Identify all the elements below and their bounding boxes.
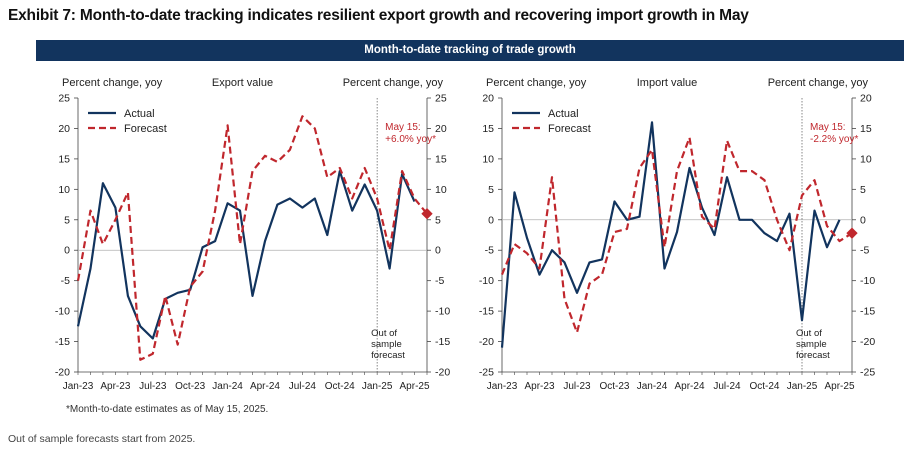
legend-actual-label: Actual <box>124 108 155 120</box>
x-tick-label: Oct-24 <box>325 381 355 392</box>
y-tick-label-right: 10 <box>435 184 447 196</box>
y-tick-label-right: 20 <box>435 123 447 135</box>
forecast-line <box>76 115 428 361</box>
y-tick-label-left: -5 <box>61 275 70 287</box>
y-tick-label-right: -5 <box>860 245 869 257</box>
x-tick-label: Jan-24 <box>637 381 668 392</box>
y-tick-label-right: 20 <box>860 93 872 105</box>
source-note: Out of sample forecasts start from 2025. <box>8 433 196 445</box>
y-tick-label-left: 5 <box>488 184 494 196</box>
x-tick-label: Oct-23 <box>175 381 205 392</box>
y-tick-label-right: 0 <box>435 245 441 257</box>
y-tick-label-left: -10 <box>55 306 70 318</box>
y-tick-label-left: 15 <box>482 123 494 135</box>
legend-forecast-label: Forecast <box>124 123 167 135</box>
y-axis-title-right: Percent change, yoy <box>343 77 444 89</box>
y-tick-label-right: 15 <box>860 123 872 135</box>
panel-title: Export value <box>212 77 273 89</box>
y-tick-label-left: -15 <box>479 306 494 318</box>
y-tick-label-right: 10 <box>860 153 872 165</box>
chart-panel-1: -20 -20 -15 -15 -10 -10 -5 -5 0 0 5 5 10 10 15 15 20 20 25… <box>55 77 451 392</box>
y-tick-label-right: -15 <box>860 306 875 318</box>
chart-banner: Month-to-date tracking of trade growth <box>36 40 904 61</box>
x-tick-label: Jul-23 <box>563 381 591 392</box>
y-tick-label-right: -5 <box>435 275 444 287</box>
y-tick-label-right: -10 <box>435 306 450 318</box>
x-tick-label: Jul-23 <box>139 381 167 392</box>
x-tick-label: Oct-23 <box>599 381 629 392</box>
x-tick-label: Jan-23 <box>487 381 518 392</box>
x-tick-label: Jan-24 <box>212 381 243 392</box>
exhibit-title: Exhibit 7: Month-to-date tracking indica… <box>8 7 749 24</box>
y-tick-label-left: 15 <box>58 153 70 165</box>
latest-estimate-marker <box>846 227 858 239</box>
actual-line <box>76 170 416 340</box>
y-tick-label-right: 15 <box>435 153 447 165</box>
x-tick-label: Jul-24 <box>713 381 741 392</box>
y-axis-title-right: Percent change, yoy <box>768 77 869 89</box>
y-tick-label-right: -15 <box>435 336 450 348</box>
y-tick-label-right: -20 <box>435 367 450 379</box>
y-axis-title-left: Percent change, yoy <box>62 77 163 89</box>
x-tick-label: Jan-25 <box>362 381 393 392</box>
legend-forecast-label: Forecast <box>548 123 591 135</box>
y-tick-label-left: -20 <box>479 336 494 348</box>
y-tick-label-left: -5 <box>485 245 494 257</box>
x-tick-label: Jan-23 <box>63 381 94 392</box>
y-tick-label-left: 5 <box>64 214 70 226</box>
actual-line <box>500 121 841 348</box>
chart-panel-2: -25 -25 -20 -20 -15 -15 -10 -10 -5 -5 0 0 5 5 10 10 15 15… <box>479 77 876 392</box>
y-tick-label-left: 20 <box>482 93 494 105</box>
x-tick-label: Apr-23 <box>100 381 130 392</box>
y-tick-label-right: 25 <box>435 93 447 105</box>
x-tick-label: Jan-25 <box>787 381 818 392</box>
oos-label: Out of <box>796 328 822 339</box>
x-tick-label: Apr-25 <box>824 381 854 392</box>
y-tick-label-left: 25 <box>58 93 70 105</box>
annotation-label: -2.2% yoy* <box>810 134 858 145</box>
annotation-label: May 15: <box>810 122 846 133</box>
annotation-label: +6.0% yoy* <box>385 134 436 145</box>
oos-label: forecast <box>796 350 830 361</box>
panel-title: Import value <box>637 77 698 89</box>
y-tick-label-left: -25 <box>479 367 494 379</box>
latest-estimate-marker <box>421 208 433 220</box>
y-axis-title-left: Percent change, yoy <box>486 77 587 89</box>
footnote: *Month-to-date estimates as of May 15, 2… <box>66 404 269 415</box>
y-tick-label-left: 0 <box>488 214 494 226</box>
y-tick-label-left: -10 <box>479 275 494 287</box>
y-tick-label-right: 5 <box>435 214 441 226</box>
y-tick-label-right: 5 <box>860 184 866 196</box>
y-tick-label-left: 10 <box>482 153 494 165</box>
x-tick-label: Oct-24 <box>749 381 779 392</box>
x-tick-label: Jul-24 <box>289 381 317 392</box>
y-tick-label-left: -15 <box>55 336 70 348</box>
x-tick-label: Apr-25 <box>400 381 430 392</box>
oos-label: forecast <box>371 350 405 361</box>
y-tick-label-right: -10 <box>860 275 875 287</box>
y-tick-label-right: 0 <box>860 214 866 226</box>
annotation-label: May 15: <box>385 122 421 133</box>
y-tick-label-right: -20 <box>860 336 875 348</box>
y-tick-label-left: 20 <box>58 123 70 135</box>
y-tick-label-right: -25 <box>860 367 875 379</box>
oos-label: sample <box>371 339 402 350</box>
x-tick-label: Apr-24 <box>674 381 704 392</box>
legend-actual-label: Actual <box>548 108 579 120</box>
y-tick-label-left: 0 <box>64 245 70 257</box>
x-tick-label: Apr-24 <box>250 381 280 392</box>
x-tick-label: Apr-23 <box>524 381 554 392</box>
y-tick-label-left: 10 <box>58 184 70 196</box>
oos-label: Out of <box>371 328 397 339</box>
oos-label: sample <box>796 339 827 350</box>
y-tick-label-left: -20 <box>55 367 70 379</box>
